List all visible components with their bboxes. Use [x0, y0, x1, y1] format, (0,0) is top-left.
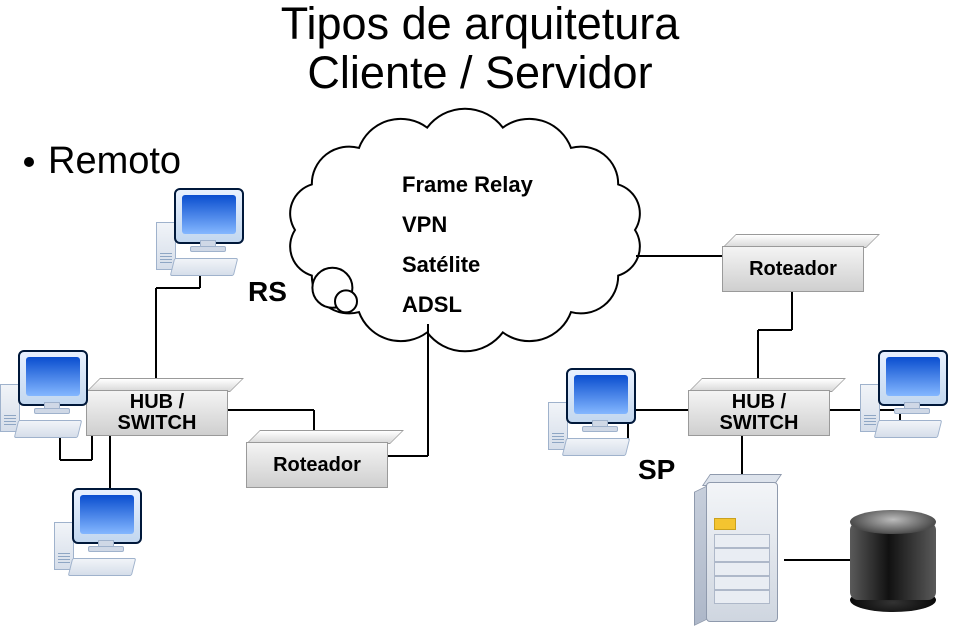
bullet-text: Remoto — [48, 140, 181, 183]
server-tower — [694, 474, 790, 626]
cloud-label-frame_relay: Frame Relay — [402, 172, 533, 198]
bullet-remoto: Remoto — [24, 140, 181, 183]
computer-pc_rs_top — [156, 188, 244, 278]
title-line-2: Cliente / Servidor — [0, 49, 960, 98]
cloud-label-adsl: ADSL — [402, 292, 462, 318]
computer-pc_sp — [548, 368, 636, 458]
device-box-label: HUB / SWITCH — [688, 390, 830, 436]
slide-title: Tipos de arquitetura Cliente / Servidor — [0, 0, 960, 97]
computer-pc_l2 — [54, 488, 142, 578]
device-box-router_left: Roteador — [246, 430, 388, 488]
device-box-router_right: Roteador — [722, 234, 864, 292]
computer-pc_l1 — [0, 350, 88, 440]
computer-pc_r1 — [860, 350, 948, 440]
bullet-dot-icon — [24, 157, 34, 167]
device-box-label: Roteador — [246, 442, 388, 488]
device-box-hub_left: HUB / SWITCH — [86, 378, 228, 436]
device-box-label: Roteador — [722, 246, 864, 292]
device-box-hub_right: HUB / SWITCH — [688, 378, 830, 436]
device-box-label: HUB / SWITCH — [86, 390, 228, 436]
title-line-1: Tipos de arquitetura — [0, 0, 960, 49]
cloud-label-vpn: VPN — [402, 212, 447, 238]
cloud-label-satelite: Satélite — [402, 252, 480, 278]
label-rs: RS — [248, 276, 287, 308]
label-sp: SP — [638, 454, 675, 486]
diagram-stage: Tipos de arquitetura Cliente / Servidor … — [0, 0, 960, 631]
storage-drum-icon — [850, 510, 936, 610]
